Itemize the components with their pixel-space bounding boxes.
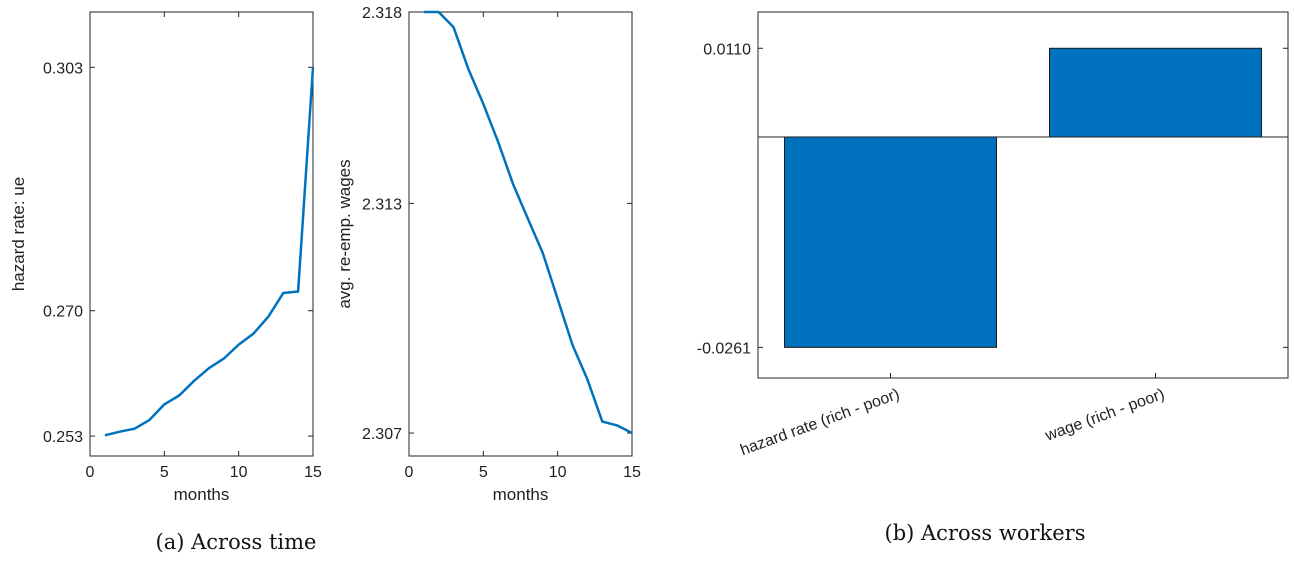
x-tick-label: 0 [86, 464, 95, 481]
y-tick-label: 2.318 [362, 5, 402, 22]
caption-b: (b) Across workers [885, 521, 1086, 545]
caption-a: (a) Across time [156, 530, 317, 554]
y-tick-label: 2.307 [362, 426, 402, 443]
x-tick-label: wage (rich - poor) [1042, 386, 1167, 445]
x-tick-label: 10 [230, 464, 248, 481]
bar [784, 136, 997, 348]
x-axis-label: months [493, 485, 549, 504]
y-tick-label: 0.0110 [703, 41, 751, 58]
x-tick-label: 5 [160, 464, 169, 481]
x-tick-label: 15 [304, 464, 322, 481]
y-tick-label: 0.253 [43, 429, 83, 446]
x-tick-label: hazard rate (rich - poor) [738, 386, 902, 459]
y-tick-label: 2.313 [362, 196, 402, 213]
y-tick-label: 0.303 [43, 60, 83, 77]
x-tick-label: 15 [623, 464, 641, 481]
rich-poor-bar-chart: hazard rate (rich - poor) wage (rich - po… [697, 11, 1289, 459]
y-axis-label: hazard rate: ue [9, 177, 28, 291]
x-tick-label: 0 [405, 464, 414, 481]
y-axis-label: avg. re-emp. wages [335, 159, 354, 308]
plot-frame [408, 11, 633, 457]
bar [1049, 47, 1262, 138]
hazard-rate-line-chart: 0 5 10 15 0.253 0.270 0.303 months hazard rate: … [9, 11, 322, 504]
plot-frame [757, 11, 1289, 379]
x-tick-label: 10 [549, 464, 567, 481]
x-axis-label: months [174, 485, 230, 504]
x-tick-label: 5 [479, 464, 488, 481]
re-emp-wages-line-chart: 0 5 10 15 2.307 2.313 2.318 months avg. re-emp. … [335, 5, 641, 504]
y-tick-label: -0.0261 [697, 340, 751, 357]
series-line [104, 67, 315, 437]
series-line [423, 10, 633, 435]
plot-frame [89, 11, 314, 457]
y-tick-label: 0.270 [43, 304, 83, 321]
